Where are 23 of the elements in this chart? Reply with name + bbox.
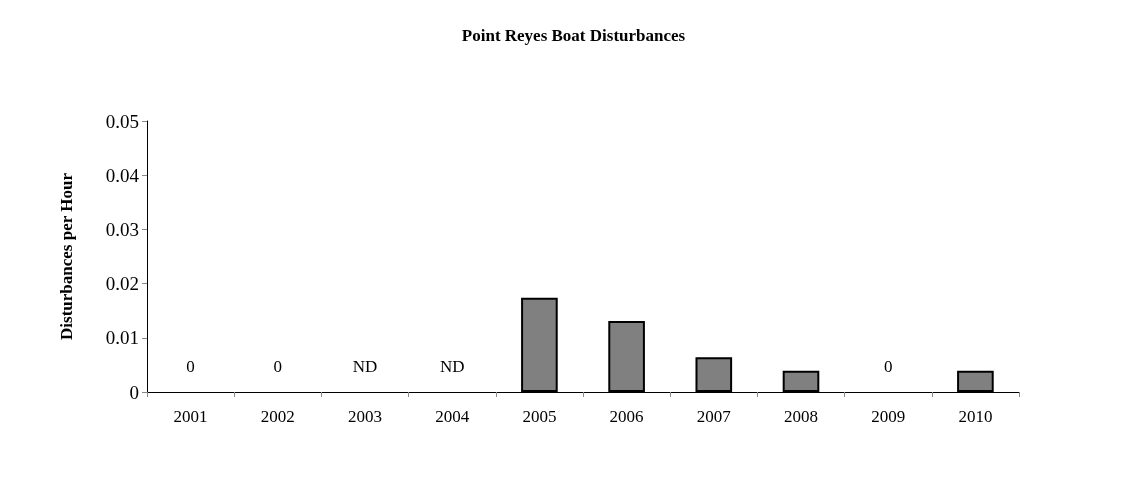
x-tick-label: 2006: [609, 407, 644, 426]
x-tick-label: 2007: [696, 407, 732, 426]
x-tick-label: 2005: [522, 407, 557, 426]
x-tick-label: 2009: [871, 407, 906, 426]
x-tick-label: 2001: [173, 407, 208, 426]
data-label: 0: [186, 356, 195, 376]
y-tick-label: 0.01: [105, 327, 139, 349]
x-tick-label: 2008: [784, 407, 818, 426]
x-tick-label: 2004: [435, 407, 470, 426]
data-label: 0: [273, 356, 283, 376]
chart-title: Point Reyes Boat Disturbances: [461, 26, 686, 45]
text: ND: [439, 356, 465, 376]
data-label: 0: [883, 356, 893, 376]
y-tick-label: 0.03: [105, 218, 139, 240]
text: ND: [352, 356, 378, 376]
x-tick-label: 2002: [260, 407, 295, 426]
y-axis-title: Disturbances per Hour: [57, 172, 76, 340]
y-tick-label: 0.04: [105, 164, 140, 186]
y-tick-label: 0.05: [105, 110, 139, 132]
x-tick-label: 2003: [348, 407, 382, 426]
y-tick-label: 0: [129, 381, 139, 403]
x-tick-label: 2010: [958, 407, 993, 426]
y-tick-label: 0.02: [105, 273, 139, 295]
